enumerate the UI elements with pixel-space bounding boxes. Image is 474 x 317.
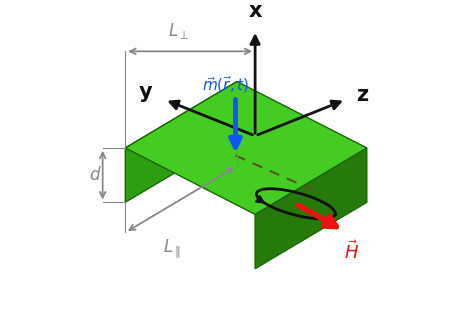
- Polygon shape: [255, 148, 367, 269]
- Polygon shape: [125, 81, 367, 214]
- Text: y: y: [139, 82, 153, 102]
- Text: $\vec{H}$: $\vec{H}$: [344, 240, 359, 263]
- Text: $\vec{m}(\vec{r},t)$: $\vec{m}(\vec{r},t)$: [202, 74, 250, 95]
- Polygon shape: [125, 81, 237, 202]
- Text: z: z: [356, 85, 368, 105]
- Text: $L_\perp$: $L_\perp$: [168, 21, 189, 41]
- Text: $d$: $d$: [89, 166, 101, 184]
- Text: $L_\parallel$: $L_\parallel$: [163, 238, 181, 261]
- Text: x: x: [248, 1, 262, 21]
